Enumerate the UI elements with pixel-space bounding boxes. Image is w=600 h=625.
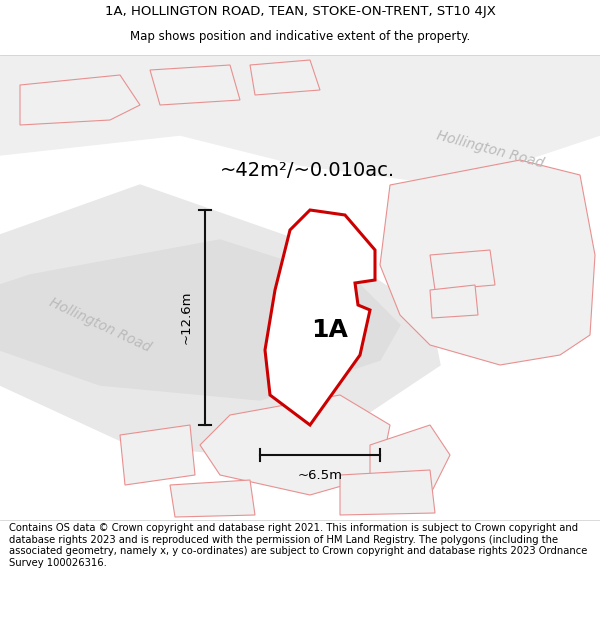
Polygon shape — [265, 210, 375, 425]
Text: 1A, HOLLINGTON ROAD, TEAN, STOKE-ON-TRENT, ST10 4JX: 1A, HOLLINGTON ROAD, TEAN, STOKE-ON-TREN… — [104, 6, 496, 18]
Polygon shape — [120, 425, 195, 485]
Polygon shape — [370, 425, 450, 495]
Polygon shape — [340, 470, 435, 515]
Polygon shape — [0, 185, 440, 455]
Polygon shape — [250, 60, 320, 95]
Text: Hollington Road: Hollington Road — [47, 295, 153, 355]
Text: Hollington Road: Hollington Road — [435, 129, 545, 171]
Text: ~6.5m: ~6.5m — [298, 469, 343, 482]
Polygon shape — [170, 480, 255, 517]
Polygon shape — [20, 75, 140, 125]
Polygon shape — [430, 250, 495, 290]
Polygon shape — [380, 160, 595, 365]
Polygon shape — [150, 65, 240, 105]
Polygon shape — [200, 395, 390, 495]
Polygon shape — [430, 285, 478, 318]
Polygon shape — [0, 55, 600, 185]
Text: 1A: 1A — [311, 318, 349, 342]
Polygon shape — [0, 240, 400, 400]
Text: ~42m²/~0.010ac.: ~42m²/~0.010ac. — [220, 161, 395, 179]
Text: Contains OS data © Crown copyright and database right 2021. This information is : Contains OS data © Crown copyright and d… — [9, 523, 587, 568]
Text: ~12.6m: ~12.6m — [180, 291, 193, 344]
Text: Map shows position and indicative extent of the property.: Map shows position and indicative extent… — [130, 31, 470, 43]
